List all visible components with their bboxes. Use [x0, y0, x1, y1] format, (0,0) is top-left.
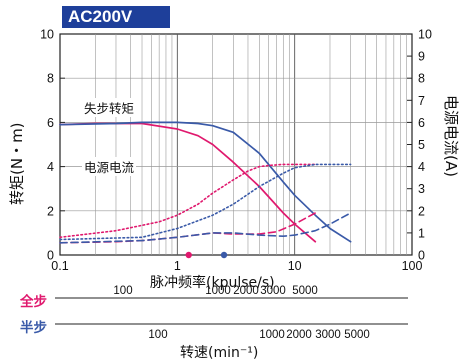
y-tick-label-left: 6 — [47, 116, 54, 130]
y-tick-label-right: 0 — [418, 249, 425, 263]
step-row-tick-0: 2000 — [233, 285, 259, 297]
y-tick-label-right: 7 — [418, 94, 425, 108]
series-line-1 — [59, 121, 352, 243]
x-tick-label: 0.1 — [51, 259, 68, 273]
y-tick-label-right: 10 — [418, 28, 432, 42]
y-tick-label-right: 5 — [418, 138, 425, 152]
step-row-tick-0: 5000 — [292, 285, 318, 297]
x-tick-label: 10 — [288, 259, 302, 273]
step-row-tick-1: 3000 — [315, 329, 341, 341]
y-axis-right-label: 电源电流(A) — [442, 95, 460, 177]
step-row-tick-1: 5000 — [344, 329, 370, 341]
y-tick-label-right: 4 — [418, 160, 425, 174]
series-line-2 — [59, 163, 317, 239]
y-tick-label-left: 4 — [47, 160, 54, 174]
y-tick-label-left: 0 — [47, 249, 54, 263]
axis-marker-0 — [185, 251, 192, 259]
x-tick-label: 1 — [174, 259, 181, 273]
series-line-5 — [59, 212, 352, 244]
step-row-tick-0: 1000 — [205, 285, 231, 297]
step-row-tick-1: 1000 — [259, 329, 285, 341]
series-line-3 — [59, 163, 352, 241]
half-step-label: 半步 — [20, 320, 47, 336]
x-tick-label: 100 — [402, 259, 423, 273]
axis-marker-1 — [220, 251, 228, 259]
current-curve-label: 电源电流 — [82, 157, 137, 176]
full-step-label: 全步 — [20, 294, 47, 310]
y-tick-label-right: 1 — [418, 226, 425, 240]
voltage-badge: AC200V — [62, 6, 170, 28]
step-row-tick-1: 100 — [148, 329, 167, 341]
rpm-axis-label: 转速(min⁻¹) — [180, 345, 259, 361]
y-axis-left-label: 转矩(N・m) — [8, 122, 26, 205]
y-tick-label-right: 2 — [418, 204, 425, 218]
grid — [59, 33, 413, 256]
y-tick-label-right: 8 — [418, 72, 425, 86]
y-tick-label-right: 6 — [418, 116, 425, 130]
y-tick-label-left: 2 — [47, 204, 54, 218]
step-row-tick-0: 100 — [113, 285, 132, 297]
step-row-tick-0: 3000 — [260, 285, 286, 297]
series-layer — [59, 121, 352, 259]
y-tick-label-right: 9 — [418, 50, 425, 64]
x-axis-label: 脉冲频率(kpulse/s) — [150, 275, 275, 291]
y-tick-label-right: 3 — [418, 182, 425, 196]
step-row-tick-1: 2000 — [286, 329, 312, 341]
y-tick-label-left: 10 — [40, 28, 54, 42]
torque-curve-label: 失步转矩 — [82, 98, 137, 117]
y-tick-label-left: 8 — [47, 72, 54, 86]
plot-frame — [59, 33, 413, 256]
